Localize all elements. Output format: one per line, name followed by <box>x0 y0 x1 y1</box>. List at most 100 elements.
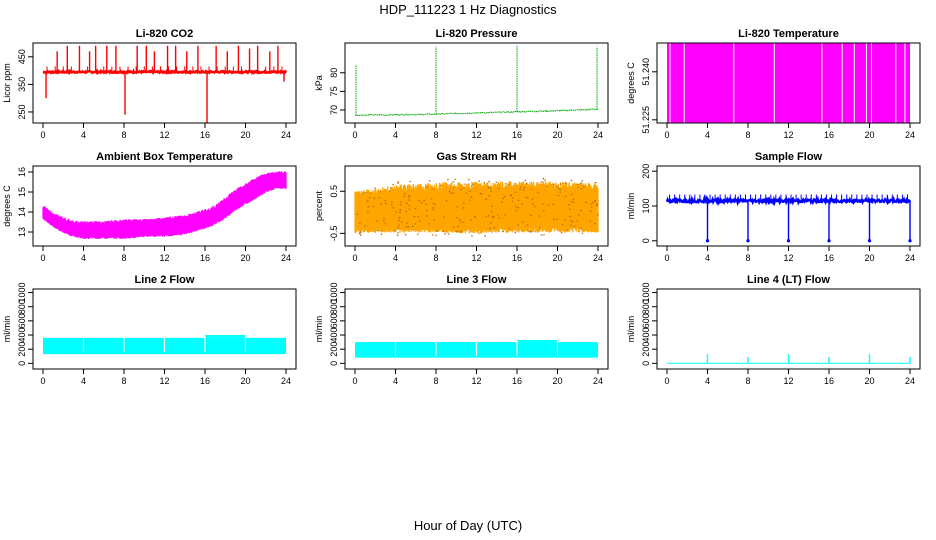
y-tick-label: 200 <box>17 342 27 357</box>
y-tick-label: 0 <box>329 361 339 366</box>
x-tick-label: 0 <box>352 130 357 140</box>
y-tick-label: 200 <box>329 342 339 357</box>
x-tick-label: 24 <box>905 253 915 263</box>
panel-title: Gas Stream RH <box>436 151 516 163</box>
dip-point <box>746 239 750 243</box>
y-tick-label: 400 <box>17 328 27 343</box>
data-layer <box>43 335 286 355</box>
panel-6: Sample Flow ml/min 0 4 8 12 16 20 24 0 100 200 <box>626 151 921 263</box>
y-tick-label: 0.5 <box>329 185 339 198</box>
x-tick-label: 8 <box>121 376 126 386</box>
y-axis-label: kPa <box>314 75 324 91</box>
y-tick-label: 1000 <box>641 283 651 303</box>
data-layer <box>354 44 598 117</box>
panel-2: Li-820 Pressure kPa 0 4 8 12 16 20 24 70 75 80 <box>314 28 609 140</box>
x-tick-label: 24 <box>281 376 291 386</box>
x-tick-label: 0 <box>352 253 357 263</box>
x-tick-label: 0 <box>40 253 45 263</box>
x-tick-label: 16 <box>512 376 522 386</box>
y-tick-label: 400 <box>329 328 339 343</box>
y-tick-label: 200 <box>641 342 651 357</box>
y-tick-label: 600 <box>641 313 651 328</box>
y-tick-label: 200 <box>641 164 651 179</box>
y-axis-label: ml/min <box>626 193 636 220</box>
panel-title: Li-820 Pressure <box>436 28 518 40</box>
y-tick-label: 14 <box>17 207 27 217</box>
x-tick-label: 16 <box>512 253 522 263</box>
y-axis-label: ml/min <box>314 316 324 343</box>
y-tick-label: 75 <box>329 86 339 96</box>
y-tick-label: 100 <box>641 198 651 213</box>
baseline-trace <box>42 68 288 76</box>
x-tick-label: 8 <box>433 253 438 263</box>
y-tick-label: 400 <box>641 328 651 343</box>
panel-7: Line 2 Flow ml/min 0 4 8 12 16 20 24 0 20040060080… <box>2 274 297 386</box>
y-tick-label: 15 <box>17 187 27 197</box>
x-tick-label: 0 <box>664 376 669 386</box>
y-axis-label: degrees C <box>626 62 636 104</box>
rh-trace <box>354 181 599 234</box>
flow-bump <box>205 335 246 338</box>
x-tick-label: 20 <box>552 376 562 386</box>
panel-title: Line 4 (LT) Flow <box>747 274 830 286</box>
x-tick-label: 20 <box>240 130 250 140</box>
x-tick-label: 12 <box>783 376 793 386</box>
y-axis-label: degrees C <box>2 185 12 227</box>
x-tick-label: 12 <box>471 376 481 386</box>
x-tick-label: 24 <box>593 130 603 140</box>
pressure-trace <box>354 108 598 117</box>
x-tick-label: 8 <box>433 130 438 140</box>
ambient-temperature-trace <box>42 171 287 239</box>
x-tick-label: 4 <box>393 376 398 386</box>
x-tick-label: 0 <box>664 253 669 263</box>
data-layer <box>42 171 287 239</box>
y-tick-label: 0 <box>641 238 651 243</box>
x-tick-label: 16 <box>200 376 210 386</box>
x-tick-label: 16 <box>200 130 210 140</box>
x-tick-label: 4 <box>705 130 710 140</box>
x-tick-label: 0 <box>352 376 357 386</box>
x-tick-label: 24 <box>593 253 603 263</box>
plot-frame <box>32 42 297 124</box>
y-axis-label: ml/min <box>626 316 636 343</box>
x-tick-label: 12 <box>471 130 481 140</box>
panel-5: Gas Stream RH percent 0 4 8 12 16 20 24 -0.5 0.5 <box>314 151 609 263</box>
data-layer <box>355 339 598 358</box>
y-tick-label: 800 <box>17 299 27 314</box>
y-tick-label: 600 <box>329 313 339 328</box>
x-tick-label: 16 <box>824 376 834 386</box>
flow-bump <box>517 339 558 343</box>
dip-point <box>908 239 912 243</box>
y-tick-label: -0.5 <box>329 226 339 242</box>
panel-title: Line 3 Flow <box>447 274 507 286</box>
x-tick-label: 12 <box>159 130 169 140</box>
y-axis-label: ml/min <box>2 316 12 343</box>
data-layer <box>42 45 288 123</box>
x-tick-label: 4 <box>81 376 86 386</box>
y-tick-label: 0 <box>641 361 651 366</box>
x-tick-label: 20 <box>864 253 874 263</box>
x-tick-label: 12 <box>783 130 793 140</box>
x-axis-caption: Hour of Day (UTC) <box>413 518 523 533</box>
x-tick-label: 24 <box>281 130 291 140</box>
y-tick-label: 1000 <box>329 283 339 303</box>
x-tick-label: 24 <box>905 376 915 386</box>
x-tick-label: 8 <box>121 130 126 140</box>
data-layer <box>665 194 912 243</box>
x-tick-label: 20 <box>864 376 874 386</box>
x-tick-label: 12 <box>783 253 793 263</box>
panel-1: Li-820 CO2 Licor ppm 0 4 8 12 16 20 24 250 350 450 <box>2 28 297 140</box>
x-tick-label: 20 <box>240 253 250 263</box>
rh-points <box>356 178 599 237</box>
x-tick-label: 0 <box>664 130 669 140</box>
dip-point <box>786 239 791 243</box>
panel-3: Li-820 Temperature degrees C 0 4 8 12 16 20 24 51… <box>626 28 921 140</box>
x-tick-label: 8 <box>745 253 750 263</box>
y-tick-label: 13 <box>17 227 27 237</box>
x-tick-label: 0 <box>40 130 45 140</box>
y-tick-label: 250 <box>17 104 27 119</box>
plot-frame <box>32 288 297 370</box>
panel-title: Li-820 Temperature <box>738 28 839 40</box>
x-tick-label: 8 <box>745 130 750 140</box>
